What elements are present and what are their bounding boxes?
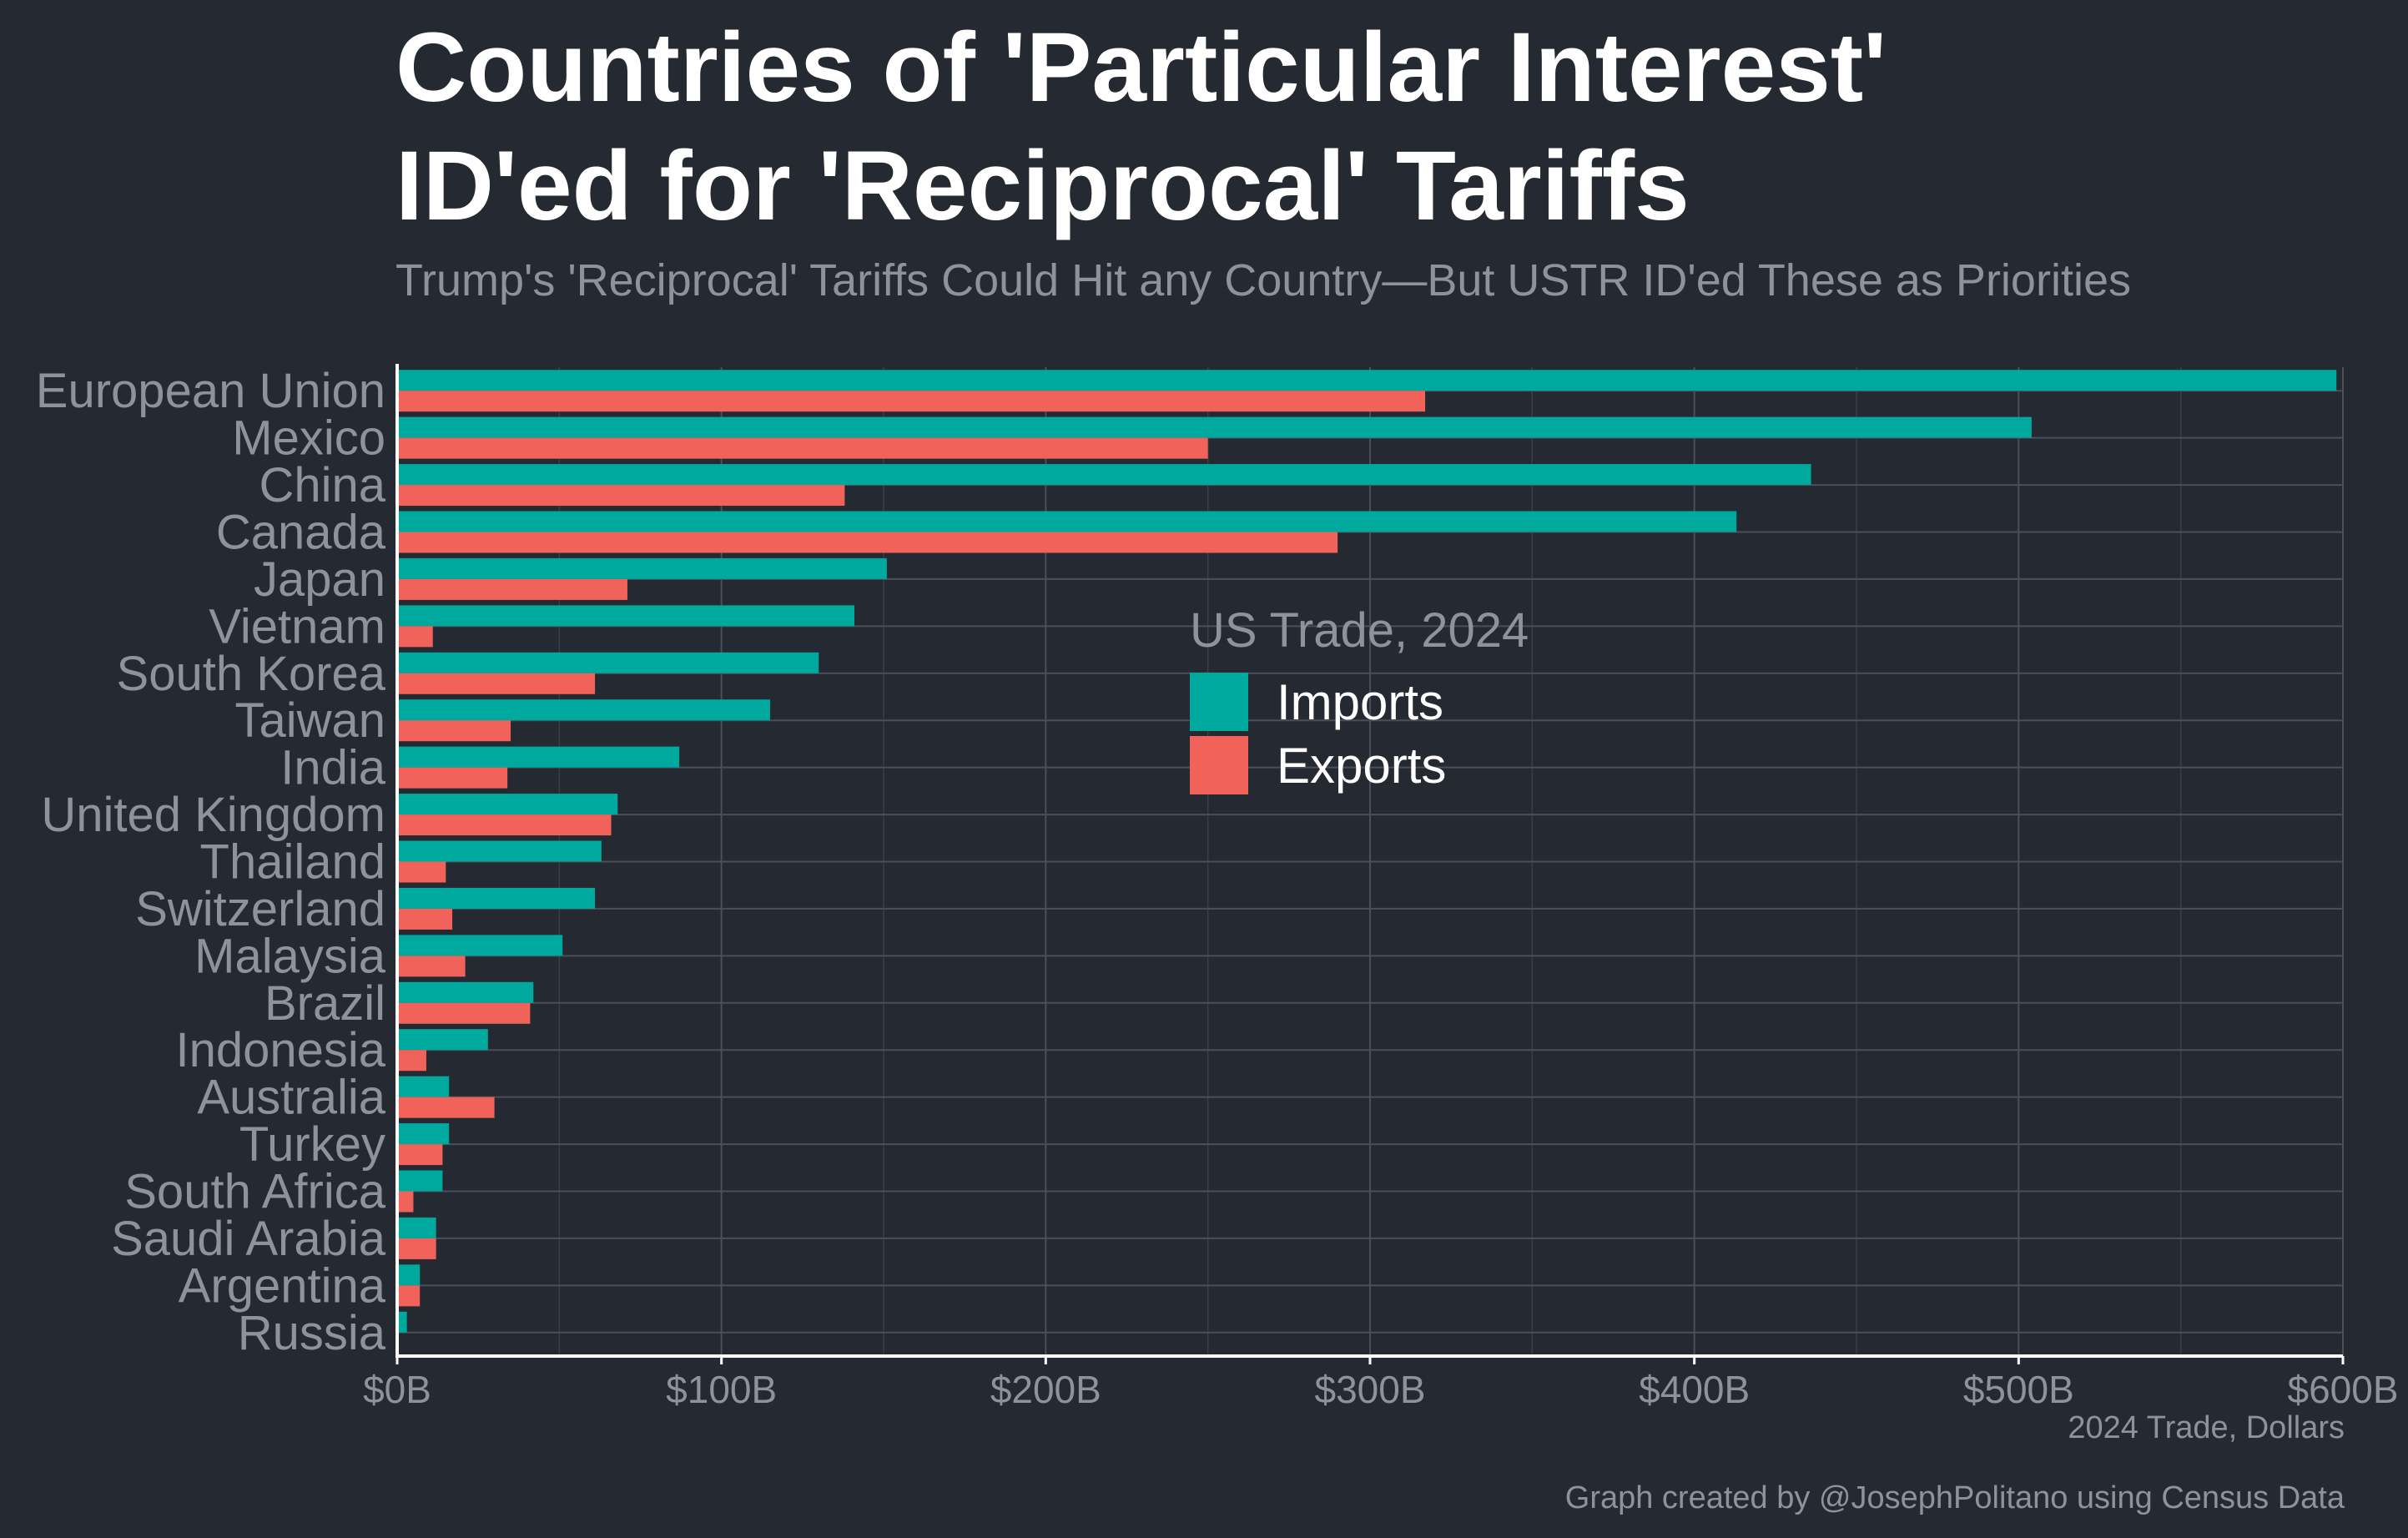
x-tick-label-4: $400B: [1639, 1368, 1750, 1411]
x-tick-label-5: $500B: [1963, 1368, 2074, 1411]
bar-exports-india: [397, 767, 508, 789]
x-tick-label-2: $200B: [990, 1368, 1101, 1411]
bar-imports-malaysia: [397, 935, 563, 956]
source-caption: Graph created by @JosephPolitano using C…: [1564, 1480, 2345, 1515]
bar-exports-south-africa: [397, 1191, 414, 1213]
legend-title: US Trade, 2024: [1190, 603, 1529, 658]
legend: US Trade, 2024 Imports Exports: [1190, 603, 1529, 797]
bar-exports-vietnam: [397, 626, 433, 648]
legend-item-exports: Exports: [1190, 734, 1529, 797]
chart-title-line-1: Countries of 'Particular Interest': [395, 13, 1887, 123]
bar-imports-european-union: [397, 370, 2337, 391]
bar-exports-taiwan: [397, 720, 511, 742]
chart-title-line-2: ID'ed for 'Reciprocal' Tariffs: [395, 131, 1690, 241]
bar-exports-japan: [397, 578, 627, 600]
legend-label-imports: Imports: [1277, 673, 1444, 730]
legend-item-imports: Imports: [1190, 670, 1529, 734]
chart-subtitle: Trump's 'Reciprocal' Tariffs Could Hit a…: [395, 255, 2131, 305]
category-label-russia: Russia: [238, 1306, 386, 1360]
bar-exports-thailand: [397, 861, 446, 883]
bar-imports-turkey: [397, 1123, 450, 1145]
bar-exports-mexico: [397, 437, 1208, 459]
bar-exports-australia: [397, 1097, 495, 1118]
x-tick-label-6: $600B: [2287, 1368, 2398, 1411]
category-label-switzerland: Switzerland: [135, 882, 385, 936]
bar-imports-saudi-arabia: [397, 1217, 436, 1238]
bar-exports-argentina: [397, 1285, 421, 1307]
bar-imports-south-korea: [397, 652, 819, 673]
bar-imports-mexico: [397, 416, 2032, 438]
category-label-china: China: [259, 458, 385, 512]
category-label-india: India: [280, 741, 386, 795]
category-label-japan: Japan: [254, 552, 385, 607]
category-label-thailand: Thailand: [200, 835, 385, 890]
category-label-turkey: Turkey: [239, 1117, 385, 1172]
bar-exports-european-union: [397, 391, 1426, 412]
bar-imports-south-africa: [397, 1170, 443, 1192]
bar-exports-switzerland: [397, 908, 453, 930]
category-label-south-africa: South Africa: [124, 1165, 385, 1219]
category-label-saudi-arabia: Saudi Arabia: [111, 1212, 386, 1266]
category-label-argentina: Argentina: [179, 1258, 386, 1313]
bar-imports-japan: [397, 557, 887, 579]
category-label-taiwan: Taiwan: [234, 693, 385, 748]
bar-imports-switzerland: [397, 887, 596, 909]
category-label-indonesia: Indonesia: [175, 1023, 385, 1077]
bar-imports-indonesia: [397, 1029, 488, 1051]
category-label-brazil: Brazil: [264, 976, 385, 1031]
bar-exports-saudi-arabia: [397, 1238, 436, 1259]
bar-exports-united-kingdom: [397, 814, 612, 836]
bar-exports-turkey: [397, 1144, 443, 1166]
bar-imports-russia: [397, 1311, 407, 1333]
bar-exports-canada: [397, 532, 1338, 553]
bar-imports-vietnam: [397, 605, 855, 627]
bar-exports-indonesia: [397, 1050, 426, 1072]
legend-swatch-exports: [1190, 736, 1248, 794]
bar-imports-thailand: [397, 840, 602, 862]
bar-exports-china: [397, 485, 845, 507]
legend-label-exports: Exports: [1277, 737, 1447, 794]
x-tick-label-1: $100B: [666, 1368, 777, 1411]
category-label-australia: Australia: [197, 1071, 385, 1125]
category-label-south-korea: South Korea: [117, 647, 386, 701]
bar-imports-united-kingdom: [397, 794, 618, 815]
x-tick-label-3: $300B: [1314, 1368, 1425, 1411]
bar-imports-brazil: [397, 981, 534, 1003]
bar-imports-taiwan: [397, 699, 770, 721]
chart-title: Countries of 'Particular Interest' ID'ed…: [395, 8, 2315, 245]
category-label-mexico: Mexico: [232, 411, 385, 466]
bar-exports-brazil: [397, 1002, 531, 1024]
category-label-vietnam: Vietnam: [209, 599, 385, 653]
category-label-canada: Canada: [216, 506, 386, 560]
bar-imports-argentina: [397, 1264, 421, 1286]
legend-swatch-imports: [1190, 673, 1248, 731]
bar-exports-south-korea: [397, 673, 596, 694]
category-label-european-union: European Union: [36, 364, 385, 418]
bar-exports-malaysia: [397, 956, 466, 977]
x-tick-label-0: $0B: [363, 1368, 431, 1411]
category-label-malaysia: Malaysia: [194, 929, 386, 983]
bar-imports-india: [397, 746, 680, 768]
category-label-united-kingdom: United Kingdom: [41, 788, 385, 842]
bar-imports-canada: [397, 511, 1737, 532]
bar-imports-china: [397, 464, 1811, 486]
bar-imports-australia: [397, 1076, 450, 1097]
x-axis-label: 2024 Trade, Dollars: [2068, 1410, 2345, 1445]
